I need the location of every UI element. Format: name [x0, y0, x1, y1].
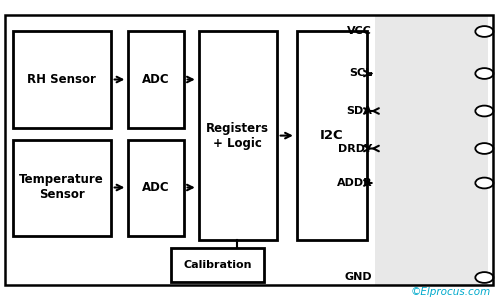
Text: ©Elprocus.com: ©Elprocus.com	[410, 287, 490, 297]
Bar	[199, 32, 277, 240]
Text: Registers
+ Logic: Registers + Logic	[206, 122, 269, 150]
Bar	[13, 32, 111, 128]
Circle shape	[475, 178, 493, 188]
Text: ADC: ADC	[142, 73, 170, 86]
Bar	[297, 32, 367, 240]
Text: SCL: SCL	[349, 68, 372, 79]
Text: ADC: ADC	[142, 181, 170, 194]
Text: SDA: SDA	[347, 106, 372, 116]
Bar	[375, 15, 488, 285]
Circle shape	[475, 143, 493, 154]
Circle shape	[475, 272, 493, 283]
Text: VCC: VCC	[348, 26, 372, 37]
Bar	[13, 140, 111, 236]
Text: ADDR: ADDR	[337, 178, 372, 188]
Text: DRDY: DRDY	[338, 143, 372, 154]
Bar	[128, 32, 184, 128]
Text: GND: GND	[345, 272, 372, 283]
Text: Temperature
Sensor: Temperature Sensor	[19, 173, 104, 202]
Text: Calibration: Calibration	[183, 260, 252, 270]
Text: I2C: I2C	[320, 129, 344, 142]
Text: RH Sensor: RH Sensor	[27, 73, 96, 86]
Circle shape	[475, 26, 493, 37]
Bar	[171, 248, 264, 282]
Circle shape	[475, 68, 493, 79]
Bar	[128, 140, 184, 236]
Circle shape	[475, 106, 493, 116]
